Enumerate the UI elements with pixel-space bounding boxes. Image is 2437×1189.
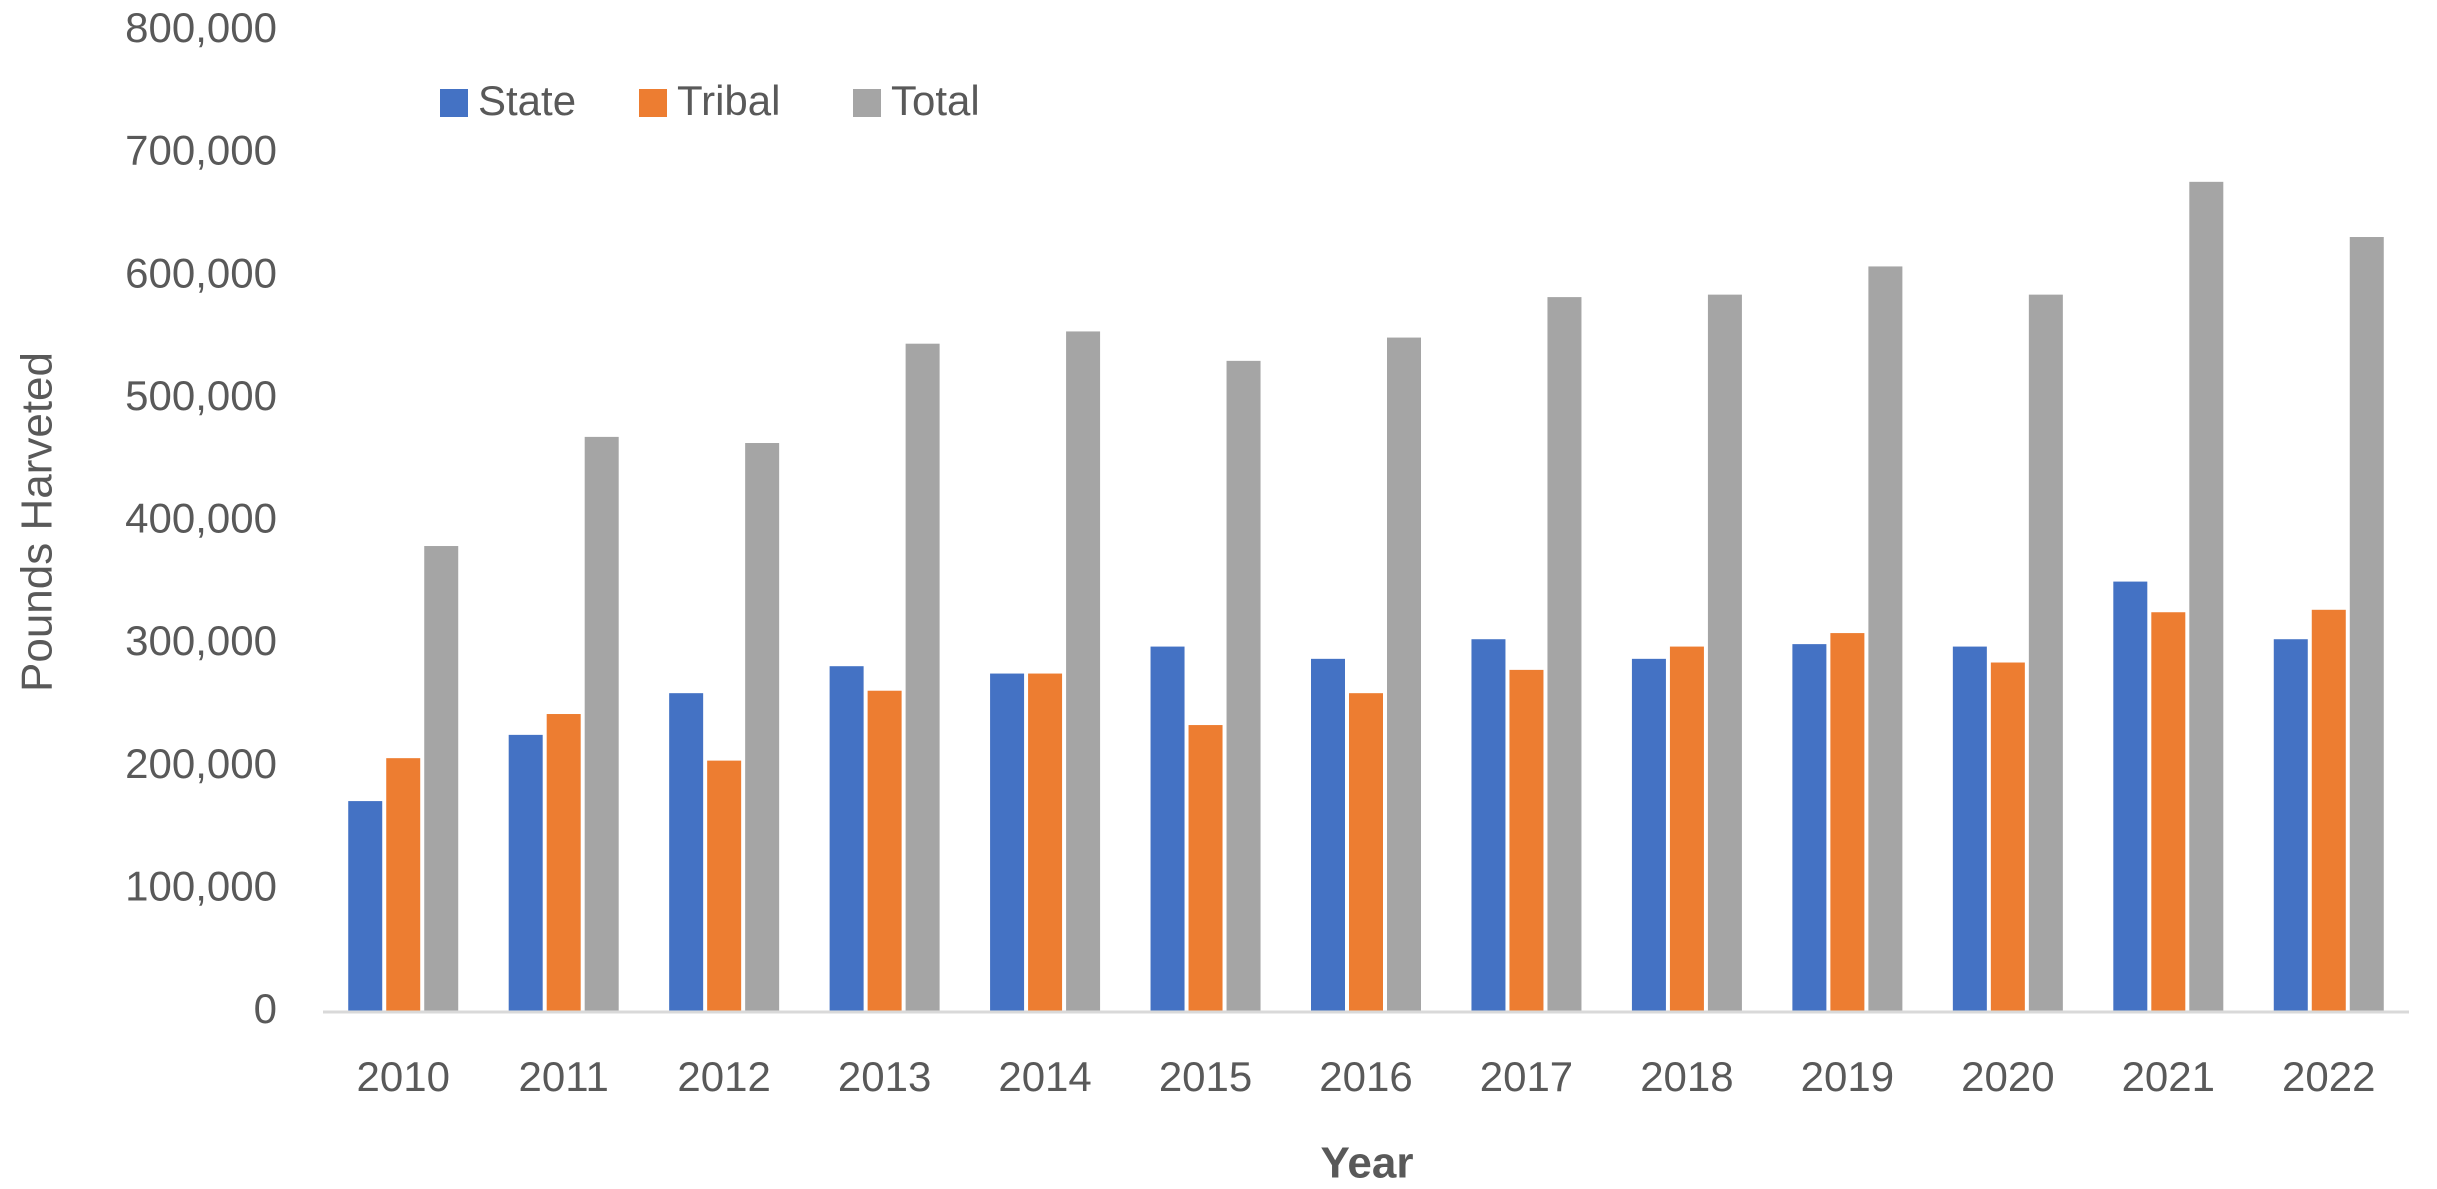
x-axis-label: Year [1321,1139,1414,1188]
y-axis-label: Pounds Harveted [13,352,62,692]
bar [707,760,742,1012]
x-tick-label: 2021 [2122,1053,2215,1100]
bar [1387,337,1421,1012]
bar [1547,297,1582,1012]
y-tick-label: 300,000 [125,617,277,664]
bar [584,436,619,1012]
bar [1028,673,1063,1012]
legend-swatch [639,89,667,117]
bar [1792,644,1827,1012]
x-tick-label: 2010 [357,1053,450,1100]
bar [2113,581,2148,1012]
bar [1952,646,1987,1012]
x-tick-label: 2011 [519,1053,609,1100]
legend-label: Tribal [677,77,780,124]
y-tick-label: 800,000 [125,4,277,51]
x-tick-label: 2015 [1159,1053,1252,1100]
legend-label: State [478,77,576,124]
bar [1150,646,1185,1012]
bar [990,673,1025,1012]
bar [1066,331,1101,1012]
legend-swatch [440,89,468,117]
x-tick-label: 2014 [998,1053,1091,1100]
bar [348,801,383,1012]
bar [2273,639,2308,1012]
y-tick-label: 600,000 [125,249,277,296]
bar [2311,609,2346,1012]
bar [1631,658,1666,1012]
legend-swatch [853,89,881,117]
x-tick-label: 2013 [838,1053,931,1100]
bar [2028,294,2063,1012]
x-tick-label: 2017 [1480,1053,1573,1100]
y-tick-label: 700,000 [125,127,277,174]
bar [1669,646,1704,1012]
legend-label: Total [891,77,980,124]
bar [2349,237,2384,1012]
bar [1226,360,1261,1013]
y-tick-label: 400,000 [125,495,277,542]
bar [2151,612,2186,1012]
bar [1509,669,1544,1012]
x-tick-label: 2016 [1319,1053,1412,1100]
x-tick-label: 2018 [1640,1053,1733,1100]
bar [745,443,780,1012]
bar [905,343,940,1013]
bar [1349,693,1383,1012]
bar [1868,266,1903,1012]
x-tick-label: 2022 [2282,1053,2375,1100]
x-tick-label: 2012 [677,1053,770,1100]
bar [546,714,581,1012]
bar [1830,633,1865,1012]
bar [1188,725,1223,1012]
bar [508,734,543,1012]
bar [1707,294,1742,1012]
bar [1311,658,1345,1012]
bar [386,758,421,1012]
x-tick-label: 2020 [1961,1053,2054,1100]
bar [1471,639,1506,1012]
y-tick-label: 0 [254,985,277,1032]
bar [2189,181,2224,1013]
bar [424,546,459,1012]
y-tick-label: 100,000 [125,862,277,909]
bar [867,690,902,1012]
y-tick-label: 500,000 [125,372,277,419]
bar [829,666,864,1012]
bar [669,693,704,1012]
x-tick-label: 2019 [1801,1053,1894,1100]
bar [1990,662,2025,1012]
y-tick-label: 200,000 [125,740,277,787]
